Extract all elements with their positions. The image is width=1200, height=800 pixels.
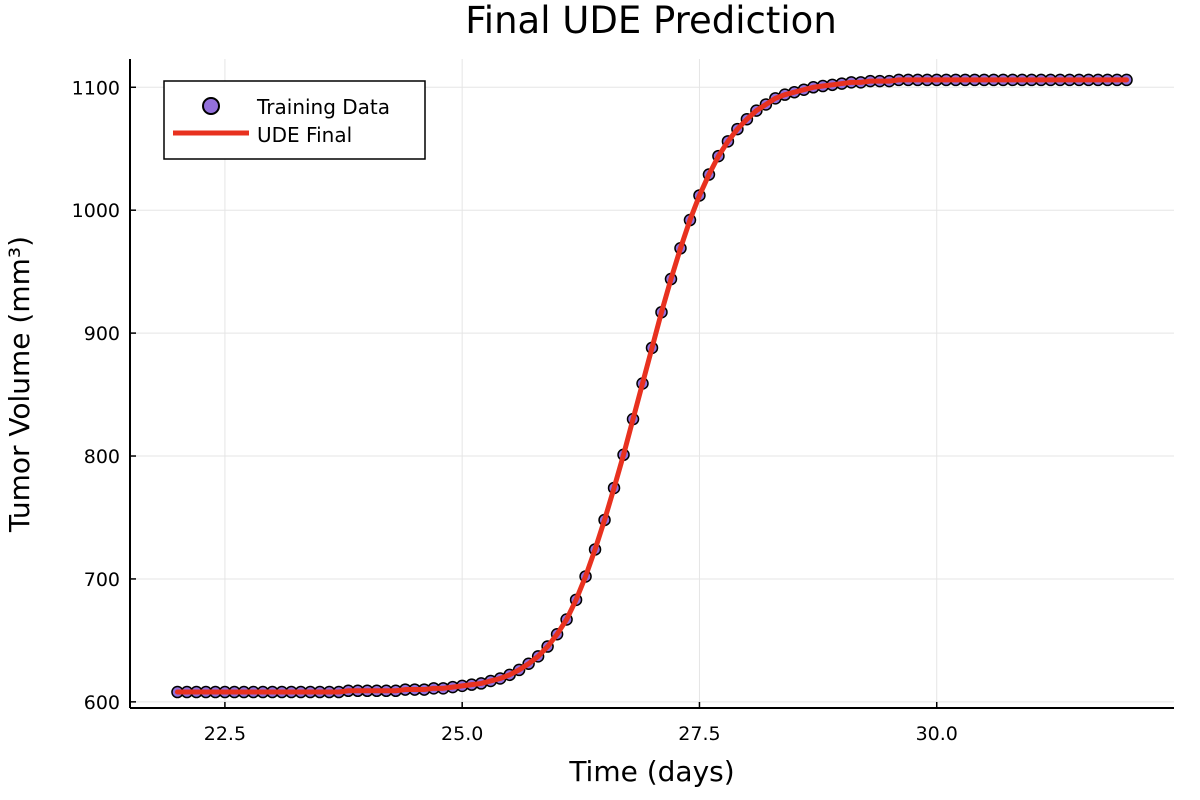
grid-layer [130, 59, 1174, 708]
legend-marker-training-data [202, 97, 220, 115]
x-tick-label: 25.0 [441, 723, 483, 745]
y-tick-label: 900 [84, 323, 120, 345]
ticks-layer: 22.5 25.0 27.5 30.0 600 700 800 900 1000 1100 [72, 77, 958, 745]
legend-label-ude-final: UDE Final [257, 123, 352, 147]
axes-layer [129, 59, 1174, 709]
series-layer [171, 73, 1133, 699]
x-axis-label: Time (days) [568, 755, 734, 788]
legend: Training Data UDE Final [163, 80, 426, 160]
y-tick-label: 600 [84, 692, 120, 714]
y-tick-label: 1100 [72, 77, 120, 99]
legend-box [163, 80, 426, 160]
chart-title: Final UDE Prediction [465, 0, 837, 42]
y-tick-label: 800 [84, 446, 120, 468]
legend-label-training-data: Training Data [256, 95, 390, 119]
ude-final-line [174, 77, 1130, 695]
x-tick-label: 22.5 [204, 723, 246, 745]
y-axis-label: Tumor Volume (mm³) [3, 236, 36, 533]
y-tick-label: 700 [84, 569, 120, 591]
y-tick-label: 1000 [72, 200, 120, 222]
x-tick-label: 27.5 [678, 723, 720, 745]
x-tick-label: 30.0 [916, 723, 958, 745]
